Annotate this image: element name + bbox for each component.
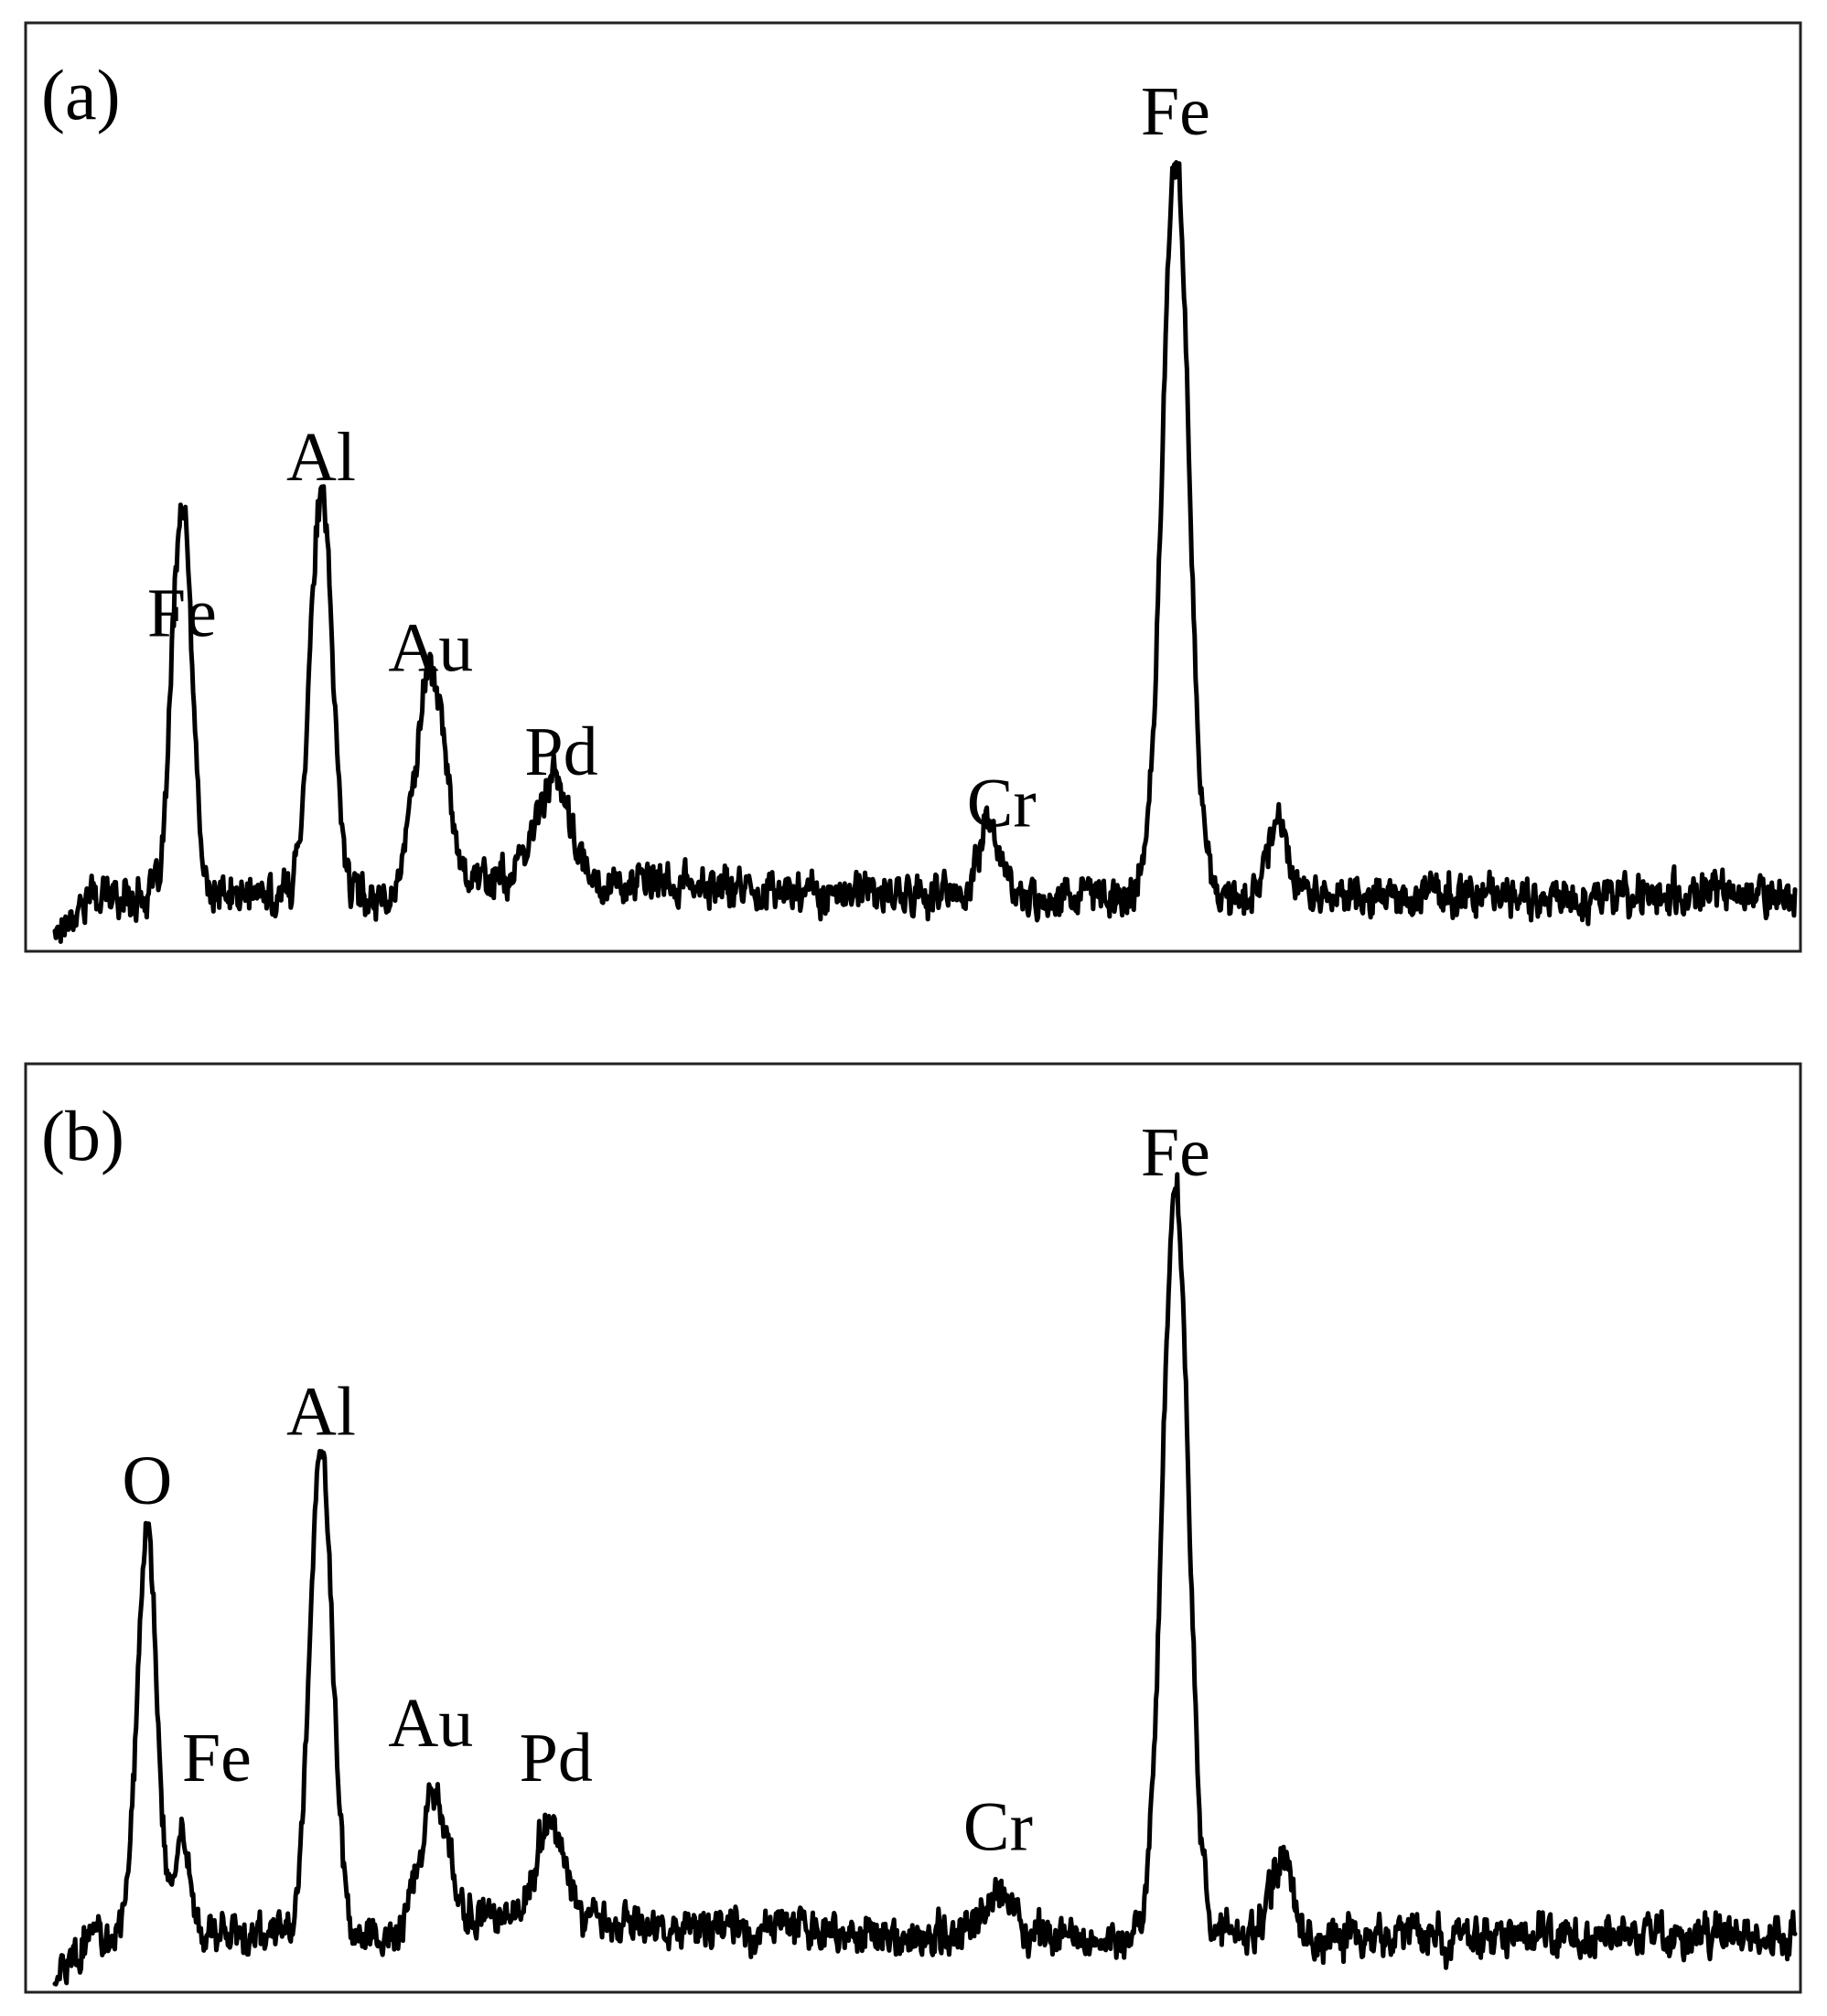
peak-label-fe: Fe (1141, 73, 1210, 150)
spectrum-line-a (52, 160, 1798, 944)
peak-label-pd: Pd (524, 713, 597, 790)
spectrum-line-b (52, 1172, 1798, 1987)
spectrum-panel-a: Fe Al Au Pd Cr Fe (a) (24, 21, 1802, 953)
peak-labels-a: Fe Al Au Pd Cr Fe (147, 73, 1210, 842)
peak-label-pd: Pd (520, 1720, 593, 1796)
panel-label-a: (a) (41, 55, 121, 134)
panel-frame-b (24, 1062, 1802, 1994)
spectrum-panel-b: O Fe Al Au Pd Cr Fe (b) (24, 1062, 1802, 1994)
peak-label-o: O (122, 1442, 172, 1519)
peak-label-al: Al (286, 1374, 356, 1451)
peak-label-al: Al (286, 419, 356, 496)
peak-label-fe: Fe (147, 574, 217, 651)
peak-label-fe: Fe (182, 1720, 252, 1796)
peak-labels-b: O Fe Al Au Pd Cr Fe (122, 1114, 1210, 1866)
peak-label-cr: Cr (963, 1789, 1033, 1866)
peak-label-cr: Cr (967, 766, 1037, 842)
peak-label-fe: Fe (1141, 1114, 1210, 1191)
peak-label-au: Au (388, 609, 473, 686)
panel-label-b: (b) (41, 1096, 124, 1175)
peak-label-au: Au (388, 1685, 473, 1762)
